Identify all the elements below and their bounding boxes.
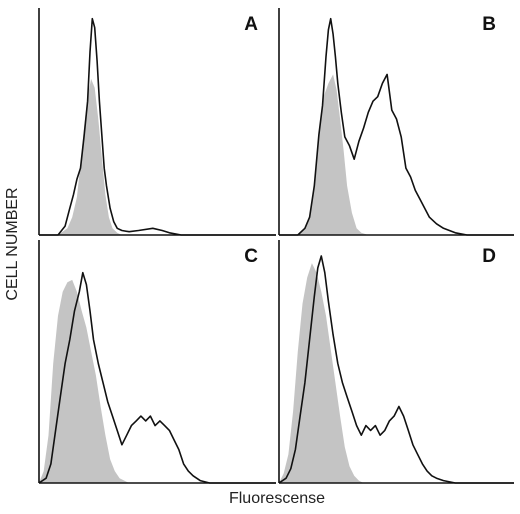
panel-d-label: D (482, 246, 496, 267)
panel-c-label: C (244, 246, 258, 267)
panel-b-label: B (482, 14, 496, 35)
panel-a-stained-histogram (39, 17, 276, 236)
panel-b: B (278, 8, 514, 236)
panel-d-control-histogram (279, 263, 385, 483)
panel-c-stained-histogram (38, 271, 276, 484)
panel-d: D (278, 240, 514, 484)
panel-b-stained-histogram (279, 17, 514, 236)
panel-d-stained-histogram (278, 255, 514, 484)
panel-b-control-histogram (279, 74, 385, 236)
panel-a-label: A (244, 14, 258, 35)
panel-c-control-histogram (39, 279, 139, 483)
panel-a-control-histogram (39, 78, 146, 236)
y-axis-label: CELL NUMBER (4, 187, 21, 300)
x-axis-label: Fluorescense (229, 490, 325, 507)
panel-a: A (38, 8, 276, 236)
panel-c: C (38, 240, 276, 484)
